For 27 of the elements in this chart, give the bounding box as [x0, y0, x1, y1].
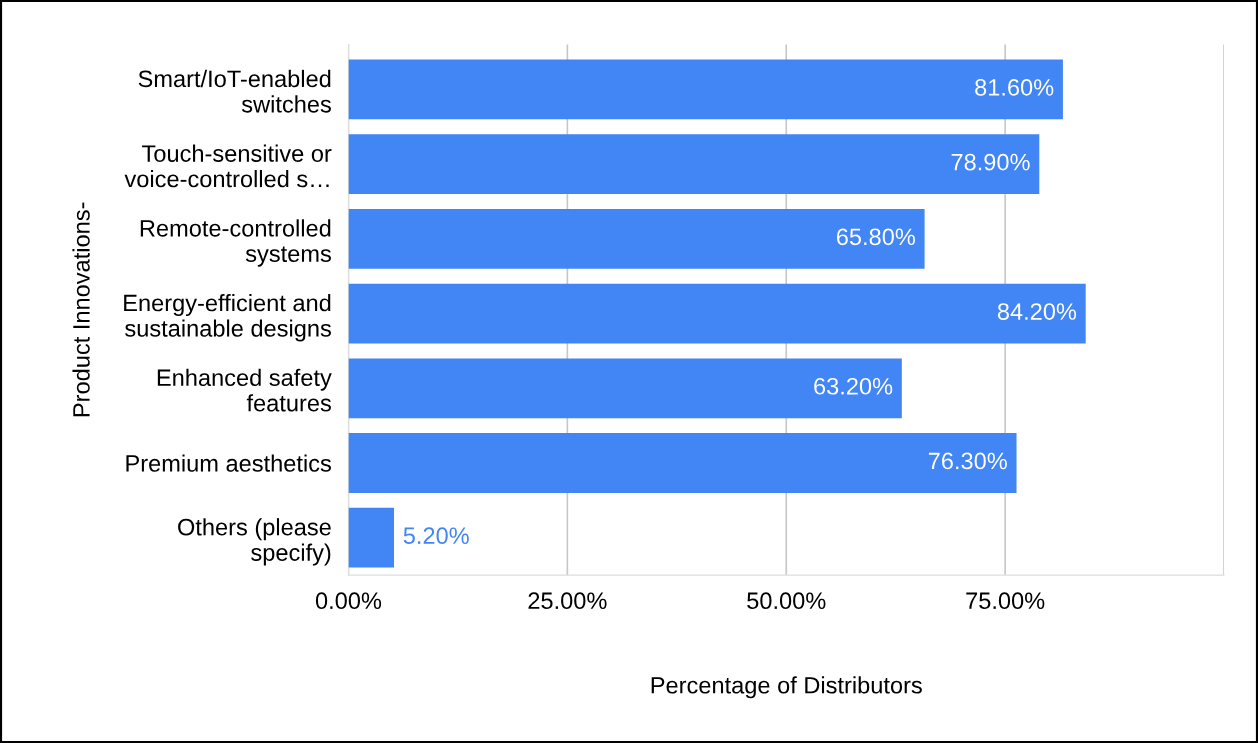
- data-label: 65.80%: [836, 228, 915, 246]
- y-tick-label: Remote-controlled systems: [140, 219, 331, 267]
- bar: [348, 134, 1040, 195]
- x-tick-label: 75.00%: [966, 592, 1045, 610]
- bar: [348, 208, 925, 269]
- x-tick-label: 50.00%: [747, 592, 826, 610]
- y-tick-label: Enhanced safety features: [157, 368, 332, 412]
- data-label: 5.20%: [403, 527, 469, 545]
- data-label: 84.20%: [997, 303, 1077, 320]
- x-tick-label: 25.00%: [528, 592, 607, 610]
- x-axis-title: Percentage of Distributors: [651, 676, 922, 699]
- y-tick-label: Energy-efficient and sustainable designs: [124, 294, 331, 342]
- data-label: 63.20%: [814, 377, 893, 395]
- x-tick-label: 0.00%: [315, 592, 382, 610]
- bar: [348, 59, 1063, 120]
- bar: [348, 433, 1017, 493]
- data-label: 81.60%: [975, 79, 1054, 96]
- bar: [348, 283, 1086, 344]
- y-tick-label: Others (please specify): [178, 518, 331, 566]
- y-tick-label: Touch-sensitive or voice-controlled s…: [124, 144, 332, 188]
- bar: [348, 358, 902, 419]
- data-label: 76.30%: [928, 452, 1007, 470]
- y-axis-title: Product Innovations-: [72, 202, 90, 417]
- y-tick-label: Smart/IoT-enabled switches: [138, 69, 331, 113]
- bar: [348, 507, 394, 568]
- data-label: 78.90%: [951, 153, 1030, 171]
- y-tick-label: Premium aesthetics: [126, 454, 331, 472]
